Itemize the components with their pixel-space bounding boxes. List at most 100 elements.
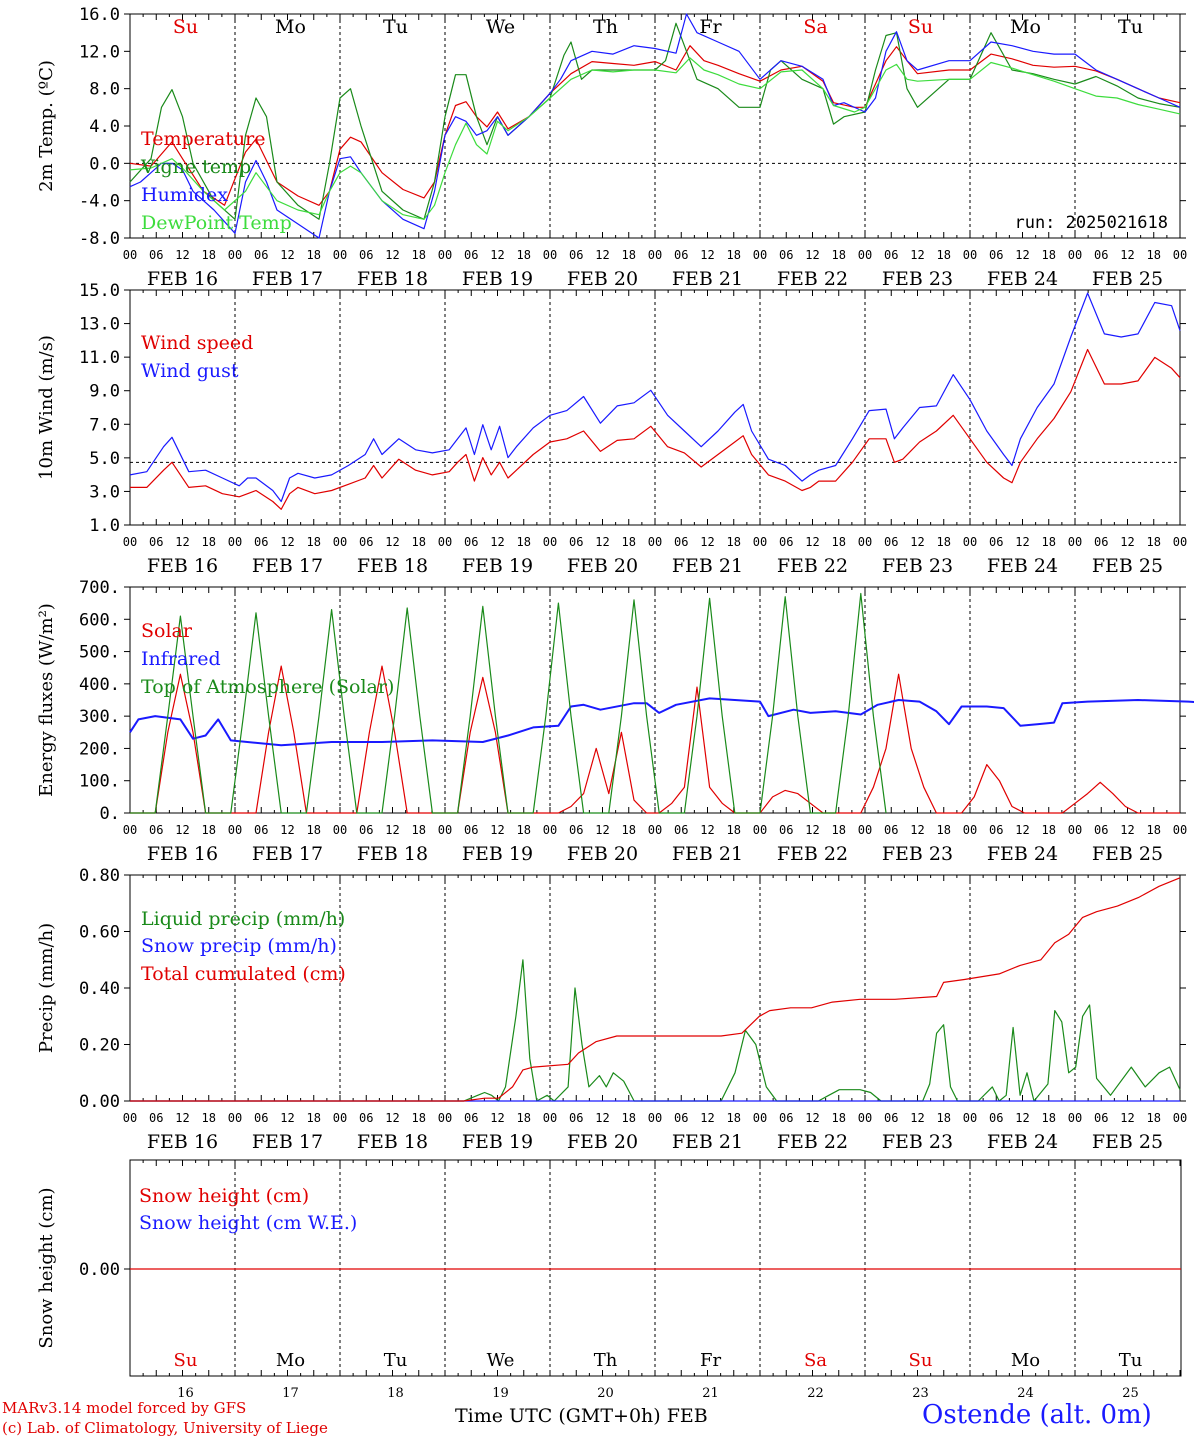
hour-label: 00 [228, 1111, 242, 1125]
hour-label: 18 [412, 535, 426, 549]
weekday-label-top: Tu [383, 16, 408, 38]
legend-entry: Solar [141, 620, 193, 642]
hour-label: 12 [700, 535, 714, 549]
hour-label: 12 [280, 535, 294, 549]
day-number-label: 21 [702, 1386, 719, 1401]
y-tick-label: 0.00 [79, 1260, 120, 1280]
legend-entry: Vigne temp [140, 156, 251, 178]
series-line-top-of-atmosphere-solar- [130, 592, 887, 814]
weekday-label-top: Fr [699, 16, 722, 38]
series-line-humidex [129, 13, 1181, 239]
legend-entry: Temperature [141, 128, 265, 150]
hour-label: 12 [175, 823, 189, 837]
hour-label: 18 [517, 248, 531, 262]
legend-entry: Liquid precip (mm/h) [141, 908, 345, 930]
hour-label: 18 [307, 248, 321, 262]
hour-label: 18 [1042, 1111, 1056, 1125]
hour-label: 12 [910, 248, 924, 262]
hour-label: 12 [490, 1111, 504, 1125]
date-label: FEB 16 [147, 268, 218, 290]
hour-label: 18 [727, 1111, 741, 1125]
hour-label: 12 [595, 1111, 609, 1125]
legend-entry: Snow height (cm W.E.) [139, 1212, 357, 1234]
weekday-label-bottom: Su [174, 1350, 198, 1371]
hour-label: 12 [1120, 1111, 1134, 1125]
day-number-label: 19 [492, 1386, 509, 1401]
date-label: FEB 24 [987, 555, 1058, 577]
hour-label: 18 [1147, 535, 1161, 549]
hour-label: 06 [884, 248, 898, 262]
date-label: FEB 18 [357, 843, 428, 865]
hour-label: 06 [254, 1111, 268, 1125]
hour-label: 18 [622, 248, 636, 262]
weekday-label-bottom: Tu [384, 1350, 408, 1371]
hour-label: 00 [333, 535, 347, 549]
date-label: FEB 18 [357, 268, 428, 290]
panel-2: 10m Wind (m/s) [36, 289, 1186, 526]
day-number-label: 17 [282, 1386, 299, 1401]
y-tick-label: 7.0 [89, 415, 120, 435]
legend-entry: Snow height (cm) [139, 1185, 309, 1207]
hour-label: 00 [543, 1111, 557, 1125]
date-label: FEB 21 [672, 843, 743, 865]
legend-entry: Top of Atmosphere (Solar) [141, 676, 394, 698]
y-tick-label: 11.0 [79, 348, 120, 368]
hour-label: 06 [884, 823, 898, 837]
hour-label: 00 [753, 1111, 767, 1125]
date-label: FEB 18 [357, 555, 428, 577]
day-number-label: 16 [177, 1386, 194, 1401]
weekday-label-top: Su [908, 16, 933, 38]
date-label: FEB 24 [987, 268, 1058, 290]
hour-label: 12 [595, 535, 609, 549]
hour-label: 18 [307, 1111, 321, 1125]
hour-label: 12 [280, 823, 294, 837]
hour-label: 06 [359, 248, 373, 262]
hour-label: 06 [464, 823, 478, 837]
date-label: FEB 23 [882, 268, 953, 290]
hour-label: 12 [1120, 535, 1134, 549]
hour-label: 06 [674, 823, 688, 837]
hour-label: 18 [1147, 1111, 1161, 1125]
hour-label: 18 [307, 823, 321, 837]
date-label: FEB 21 [672, 1131, 743, 1153]
hour-label: 06 [884, 1111, 898, 1125]
hour-label: 12 [1015, 248, 1029, 262]
hour-label: 06 [149, 1111, 163, 1125]
hour-label: 18 [622, 823, 636, 837]
y-tick-label: 0.0 [89, 154, 120, 174]
date-label: FEB 16 [147, 843, 218, 865]
hour-label: 06 [779, 248, 793, 262]
date-label: FEB 19 [462, 843, 533, 865]
weekday-label-bottom: Fr [700, 1350, 721, 1371]
hour-label: 06 [1094, 823, 1108, 837]
hour-label: 00 [123, 535, 137, 549]
hour-label: 06 [674, 535, 688, 549]
date-label: FEB 20 [567, 1131, 638, 1153]
credit-lab: (c) Lab. of Climatology, University of L… [2, 1419, 328, 1437]
hour-label: 12 [805, 823, 819, 837]
hour-label: 00 [123, 248, 137, 262]
hour-label: 18 [832, 248, 846, 262]
y-tick-label: 0.40 [79, 979, 120, 999]
day-number-label: 24 [1017, 1386, 1034, 1401]
date-label: FEB 24 [987, 1131, 1058, 1153]
date-label: FEB 17 [252, 1131, 323, 1153]
y-tick-label: 0. [100, 804, 120, 824]
hour-label: 18 [1042, 535, 1056, 549]
hour-label: 06 [149, 535, 163, 549]
x-axis-title-text: Time UTC (GMT+0h) [455, 1405, 661, 1427]
y-tick-label: 300. [79, 707, 120, 727]
date-label: FEB 23 [882, 555, 953, 577]
hour-label: 00 [333, 248, 347, 262]
hour-label: 00 [963, 248, 977, 262]
hour-label: 00 [963, 1111, 977, 1125]
y-axis-label: Energy fluxes (W/m²) [36, 603, 57, 797]
hour-label: 06 [569, 1111, 583, 1125]
hour-label: 18 [1042, 823, 1056, 837]
date-label: FEB 22 [777, 1131, 848, 1153]
hour-label: 00 [858, 535, 872, 549]
hour-label: 00 [858, 248, 872, 262]
hour-label: 18 [517, 535, 531, 549]
date-label: FEB 25 [1092, 1131, 1163, 1153]
